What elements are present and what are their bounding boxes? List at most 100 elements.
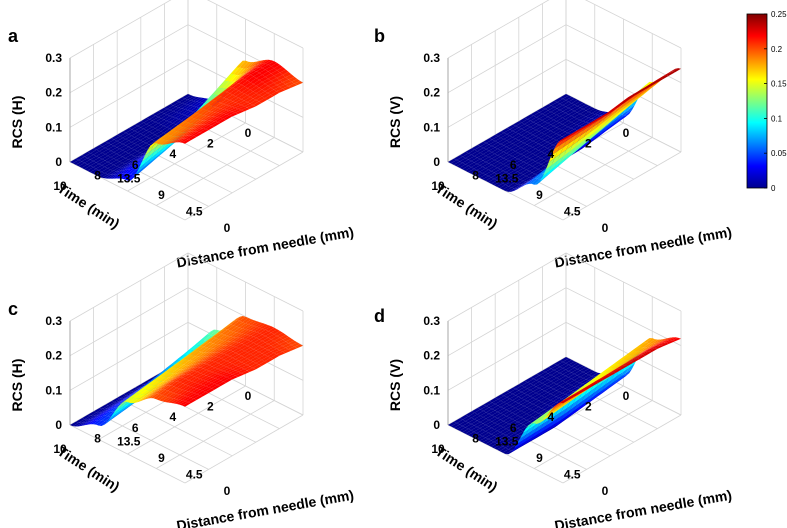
surface-patch bbox=[485, 164, 495, 170]
surface-patch bbox=[233, 60, 243, 71]
surface-patch bbox=[168, 363, 178, 369]
surface-patch bbox=[500, 435, 509, 440]
surface-patch bbox=[256, 81, 265, 88]
surface-patch bbox=[468, 419, 478, 424]
surface-patch bbox=[628, 356, 637, 362]
surface-patch bbox=[196, 97, 206, 103]
surface-patch bbox=[203, 116, 212, 121]
surface-patch bbox=[539, 372, 549, 377]
surface-patch bbox=[529, 142, 539, 148]
time-tick-label: 6 bbox=[132, 158, 139, 172]
surface-patch bbox=[122, 165, 131, 171]
surface-patch bbox=[116, 162, 126, 168]
surface-patch bbox=[584, 384, 594, 396]
surface-patch bbox=[538, 153, 548, 158]
surface-patch bbox=[285, 338, 295, 344]
surface-patch bbox=[527, 115, 537, 121]
surface-patch bbox=[182, 117, 192, 122]
surface-patch bbox=[268, 68, 277, 74]
surface-patch bbox=[622, 361, 631, 366]
surface-patch bbox=[503, 405, 513, 410]
surface-patch bbox=[279, 84, 289, 89]
surface-patch bbox=[599, 385, 609, 395]
surface-patch bbox=[496, 446, 506, 452]
surface-patch bbox=[541, 154, 550, 160]
surface-patch bbox=[642, 348, 652, 353]
surface-patch bbox=[188, 382, 198, 387]
surface-patch bbox=[197, 368, 207, 374]
surface-patch bbox=[108, 402, 117, 406]
surface-patch bbox=[230, 320, 240, 326]
surface-patch bbox=[232, 90, 242, 97]
surface-patch bbox=[596, 372, 605, 377]
surface-patch bbox=[486, 402, 496, 408]
surface-patch bbox=[282, 86, 292, 91]
surface-patch bbox=[488, 435, 498, 441]
surface-patch bbox=[147, 146, 157, 158]
surface-d bbox=[448, 337, 681, 455]
surface-patch bbox=[156, 394, 165, 401]
surface-patch bbox=[502, 186, 512, 191]
surface-patch bbox=[566, 139, 576, 150]
surface-patch bbox=[159, 380, 169, 386]
surface-patch bbox=[218, 359, 227, 365]
surface-patch bbox=[146, 139, 155, 145]
surface-patch bbox=[173, 138, 183, 143]
gridline-z bbox=[447, 24, 682, 94]
surface-patch bbox=[592, 378, 602, 383]
surface-patch bbox=[143, 138, 152, 143]
surface-patch bbox=[288, 340, 298, 345]
surface-patch bbox=[96, 146, 106, 152]
surface-patch bbox=[241, 352, 251, 358]
surface-patch bbox=[206, 356, 216, 361]
surface-patch bbox=[164, 115, 173, 121]
panel-letter: c bbox=[8, 299, 18, 319]
surface-patch bbox=[167, 136, 177, 141]
surface-patch bbox=[160, 366, 170, 373]
surface-patch bbox=[602, 380, 612, 391]
surface-patch bbox=[579, 141, 588, 150]
surface-patch bbox=[252, 101, 262, 107]
surface-patch bbox=[101, 174, 111, 179]
surface-patch bbox=[559, 131, 568, 137]
surface-patch bbox=[139, 157, 148, 169]
surface-patch bbox=[131, 126, 141, 131]
surface-patch bbox=[486, 145, 495, 151]
surface-patch bbox=[560, 151, 570, 162]
surface-patch bbox=[200, 364, 210, 369]
surface-patch bbox=[162, 390, 171, 397]
surface-patch bbox=[113, 167, 123, 172]
surface-patch bbox=[227, 351, 236, 357]
surface-patch bbox=[205, 388, 215, 394]
surface-patch bbox=[499, 447, 509, 453]
surface-patch bbox=[557, 361, 566, 367]
surface-patch bbox=[483, 413, 492, 419]
surface-patch bbox=[581, 132, 590, 143]
surface-patch bbox=[153, 389, 163, 395]
surface-patch bbox=[156, 389, 166, 394]
surface-patch bbox=[239, 316, 249, 323]
surface-patch bbox=[119, 166, 128, 172]
surface-patch bbox=[212, 357, 222, 362]
time-tick-label: 4 bbox=[169, 410, 176, 424]
surface-patch bbox=[273, 80, 283, 85]
surface-patch bbox=[465, 424, 475, 429]
surface-patch bbox=[194, 373, 204, 378]
surface-patch bbox=[538, 390, 548, 396]
surface-patch bbox=[183, 367, 192, 372]
surface-patch bbox=[136, 388, 146, 394]
surface-patch bbox=[233, 342, 242, 347]
surface-patch bbox=[173, 399, 183, 404]
surface-patch bbox=[181, 99, 191, 104]
surface-patch bbox=[520, 169, 530, 175]
surface-patch bbox=[556, 111, 566, 117]
surface-patch bbox=[568, 129, 577, 135]
surface-patch bbox=[568, 367, 578, 373]
surface-patch bbox=[176, 127, 186, 132]
surface-patch bbox=[589, 123, 599, 133]
surface-patch bbox=[127, 164, 137, 170]
surface-patch bbox=[586, 370, 595, 375]
surface-patch bbox=[188, 128, 198, 132]
surface-patch bbox=[230, 346, 239, 352]
surface-patch bbox=[250, 332, 260, 337]
